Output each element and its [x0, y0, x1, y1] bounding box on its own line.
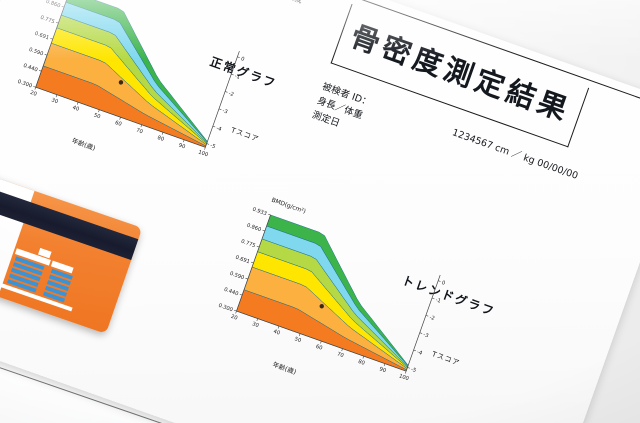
svg-text:50: 50: [294, 336, 302, 344]
svg-text:0.300: 0.300: [17, 79, 33, 90]
svg-text:-2: -2: [428, 315, 435, 322]
building-icon: [0, 239, 91, 318]
svg-text:0.590: 0.590: [229, 271, 245, 282]
svg-text:-1: -1: [435, 297, 442, 304]
svg-text:60: 60: [114, 120, 122, 128]
chart-normal-graph: 正常グラフ 0.9330.8600.7750.6910.5900.4400.30…: [0, 0, 279, 173]
subject-age-value: 歳: [291, 0, 304, 6]
svg-text:20: 20: [29, 90, 37, 98]
svg-text:90: 90: [178, 142, 186, 150]
svg-text:-5: -5: [209, 143, 216, 150]
svg-text:-4: -4: [215, 125, 223, 133]
exam-id-value: 1234567: [450, 127, 495, 152]
svg-text:70: 70: [336, 351, 344, 359]
chart-trend-graph: トレンドグラフ 0.933 0.860 0.775 0.691 0.590 0.440 0.…: [197, 197, 497, 397]
svg-text:0.933: 0.933: [251, 207, 267, 218]
svg-text:40: 40: [72, 105, 80, 113]
svg-text:-5: -5: [410, 367, 417, 374]
svg-text:90: 90: [378, 366, 386, 374]
chart-2-t-axis-label: Tスコア: [430, 350, 462, 368]
svg-text:-3: -3: [221, 108, 228, 115]
svg-text:-3: -3: [422, 332, 429, 339]
subject-birth-value: 00/00/00: [248, 0, 292, 2]
svg-text:0.775: 0.775: [39, 15, 55, 26]
svg-text:0.691: 0.691: [234, 255, 250, 266]
svg-text:40: 40: [272, 329, 280, 337]
svg-text:0: 0: [240, 56, 245, 63]
exam-hw-value: cm ／ kg: [493, 142, 537, 167]
membership-card[interactable]: 卜 ㅏ 村民 券 性 別 M: [0, 170, 143, 334]
svg-text:-2: -2: [228, 91, 235, 98]
svg-text:70: 70: [135, 127, 143, 135]
exam-field-labels: 被検者 ID： 身長／体重 測定日: [310, 79, 373, 138]
svg-text:50: 50: [93, 112, 101, 120]
chart-2-plot: 0.933 0.860 0.775 0.691 0.590 0.440 0.300 20 30 4…: [197, 197, 461, 397]
svg-text:0.590: 0.590: [28, 47, 44, 58]
svg-text:100: 100: [398, 373, 409, 382]
chart-1-t-axis-label: Tスコア: [230, 126, 261, 144]
svg-text:0.860: 0.860: [246, 223, 262, 234]
svg-text:30: 30: [251, 321, 259, 329]
svg-text:-4: -4: [416, 349, 424, 357]
svg-text:30: 30: [50, 97, 58, 105]
svg-text:0.440: 0.440: [22, 63, 38, 74]
chart-1-x-axis-label: 年齢(歳): [70, 136, 97, 153]
svg-text:20: 20: [230, 314, 238, 322]
svg-text:60: 60: [315, 344, 323, 352]
exam-date-value: 00/00/00: [535, 157, 580, 182]
svg-text:0.691: 0.691: [34, 31, 50, 42]
svg-text:0.860: 0.860: [45, 0, 61, 9]
svg-text:80: 80: [156, 135, 164, 143]
svg-text:100: 100: [197, 149, 208, 158]
svg-text:80: 80: [357, 359, 365, 367]
svg-text:0.300: 0.300: [217, 303, 233, 314]
svg-text:0.440: 0.440: [223, 287, 239, 298]
svg-text:-1: -1: [234, 73, 241, 80]
chart-1-plot: 0.9330.8600.7750.6910.5900.4400.30020304…: [0, 0, 260, 173]
chart-1-canvas: 0.9330.8600.7750.6910.5900.4400.30020304…: [17, 0, 245, 158]
svg-text:0.775: 0.775: [240, 239, 256, 250]
svg-text:0: 0: [441, 280, 446, 287]
chart-2-x-axis-label: 年齢(歳): [271, 360, 298, 377]
subject-field-values: ニホンタロウ 様 00/00/00 歳: [173, 0, 305, 8]
